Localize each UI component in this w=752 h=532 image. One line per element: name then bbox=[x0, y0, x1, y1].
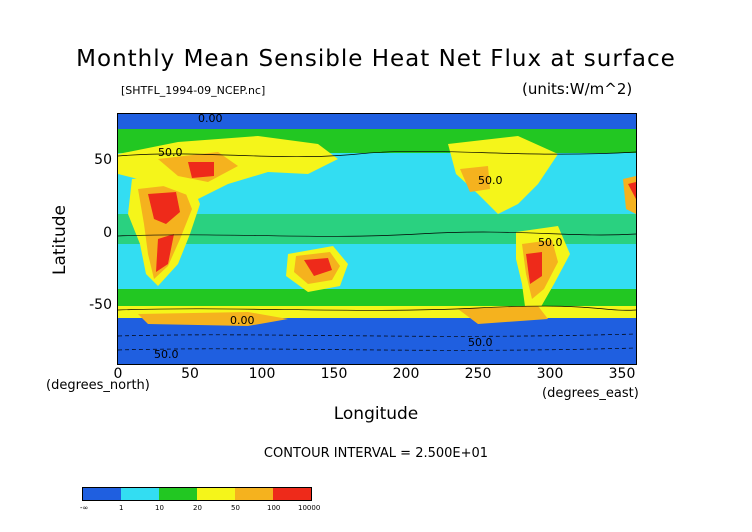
flux-map: 0.00 50.0 50.0 50.0 0.00 50.0 50.0 bbox=[117, 113, 637, 365]
contour-label: 50.0 bbox=[478, 174, 503, 187]
x-tick-label: 100 bbox=[248, 366, 276, 382]
x-tick-label: 350 bbox=[608, 366, 636, 382]
eurasia-landmass bbox=[188, 162, 214, 178]
africa-wrap bbox=[628, 182, 636, 199]
colorbar-label: 20 bbox=[193, 504, 202, 512]
australia-landmass bbox=[304, 258, 332, 276]
contour-label: 0.00 bbox=[230, 314, 255, 327]
y-tick-label: -50 bbox=[89, 297, 112, 313]
colorbar-label: 10 bbox=[155, 504, 164, 512]
contour-line bbox=[118, 231, 636, 237]
contour-interval-note: CONTOUR INTERVAL = 2.500E+01 bbox=[263, 446, 489, 461]
antarctic-coast bbox=[458, 306, 548, 324]
colorbar-swatch bbox=[159, 488, 197, 500]
colorbar-swatch bbox=[83, 488, 121, 500]
contour-label: 50.0 bbox=[538, 236, 563, 249]
x-tick-label: 200 bbox=[392, 366, 420, 382]
north-america-landmass bbox=[460, 166, 490, 192]
y-axis-label: Latitude bbox=[50, 205, 70, 275]
contour-line bbox=[118, 347, 636, 351]
colorbar-label: 10000 bbox=[298, 504, 321, 512]
colorbar-swatch bbox=[235, 488, 273, 500]
north-america-landmass bbox=[448, 136, 558, 214]
south-america-landmass bbox=[526, 252, 542, 284]
antarctic-coast bbox=[138, 312, 288, 326]
y-tick-label: 0 bbox=[103, 225, 112, 241]
y-tick-label: 50 bbox=[94, 152, 112, 168]
x-tick-label: 0 bbox=[113, 366, 123, 382]
southern-band bbox=[118, 289, 636, 309]
x-tick-label: 250 bbox=[464, 366, 492, 382]
contour-line bbox=[118, 305, 636, 311]
arctic-band bbox=[118, 114, 636, 128]
map-title: Monthly Mean Sensible Heat Net Flux at s… bbox=[76, 46, 676, 72]
contour-label: 50.0 bbox=[154, 348, 179, 361]
colorbar-label: -∞ bbox=[80, 504, 89, 512]
colorbar-swatch bbox=[121, 488, 159, 500]
contour-line bbox=[118, 333, 636, 337]
x-tick-label: 300 bbox=[536, 366, 564, 382]
colorbar-label: 100 bbox=[267, 504, 281, 512]
colorbar-label: 1 bbox=[119, 504, 124, 512]
colorbar-swatch bbox=[197, 488, 235, 500]
contour-label: 50.0 bbox=[468, 336, 493, 349]
x-tick-label: 50 bbox=[181, 366, 199, 382]
x-axis-unit-note: (degrees_east) bbox=[542, 386, 639, 401]
colorbar-swatch bbox=[273, 488, 311, 500]
colorbar bbox=[82, 487, 312, 501]
colorbar-label: 50 bbox=[231, 504, 240, 512]
file-label: [SHTFL_1994-09_NCEP.nc] bbox=[121, 84, 266, 97]
contour-line bbox=[118, 150, 636, 158]
africa-landmass bbox=[156, 234, 174, 272]
contour-label: 0.00 bbox=[198, 114, 223, 125]
africa-landmass bbox=[148, 192, 180, 224]
southern-band bbox=[118, 318, 636, 364]
x-tick-label: 150 bbox=[320, 366, 348, 382]
y-axis-unit-note: (degrees_north) bbox=[46, 378, 150, 393]
x-axis-label: Longitude bbox=[333, 404, 419, 424]
units-label: (units:W/m^2) bbox=[522, 80, 633, 98]
contour-label: 50.0 bbox=[158, 146, 183, 159]
